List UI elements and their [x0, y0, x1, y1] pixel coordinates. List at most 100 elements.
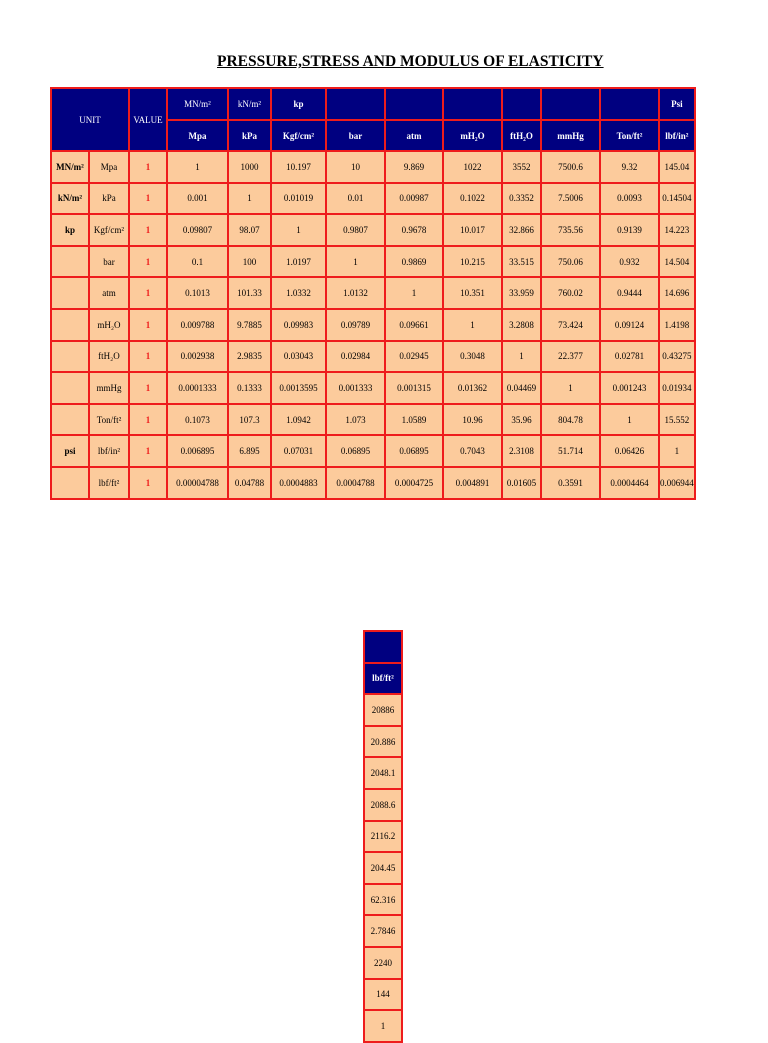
table-cell: 51.714 — [540, 434, 601, 468]
row-group-label — [50, 244, 90, 279]
table-row: 62.316 — [363, 882, 403, 917]
lbf-ft2-column-table: lbf/ft² 20886 20.886 2048.1 2088.6 2116.2 204… — [363, 630, 403, 1043]
table-row: 2116.2 — [363, 819, 403, 854]
table-cell: 20886 — [363, 693, 403, 727]
table-cell: 7.5006 — [540, 181, 601, 216]
col-unit-header: mH₂O — [442, 119, 503, 152]
row-unit-label: lbf/ft² — [88, 465, 130, 500]
row-unit-label: mmHg — [88, 371, 130, 405]
table-cell: 0.03043 — [270, 339, 327, 374]
row-unit-label: Kgf/cm² — [88, 213, 130, 247]
table-cell: 1 — [325, 244, 386, 279]
lbf-ft2-header: lbf/ft² — [363, 661, 403, 696]
table-cell: 1.0197 — [270, 244, 327, 279]
table-cell: 0.06895 — [325, 434, 386, 468]
col-unit-header: Kgf/cm² — [270, 119, 327, 152]
table-cell: 9.869 — [384, 150, 444, 184]
table-cell: 0.001333 — [325, 371, 386, 405]
table-cell: 2088.6 — [363, 787, 403, 822]
table-cell: 0.006944 — [658, 465, 696, 500]
row-value: 1 — [128, 339, 168, 374]
table-cell: 0.004891 — [442, 465, 503, 500]
table-cell: 98.07 — [227, 213, 272, 247]
row-value: 1 — [128, 244, 168, 279]
table-row: mH₂O 1 0.009788 9.7885 0.09983 0.09789 0.09661… — [50, 307, 696, 342]
table-cell: 0.02984 — [325, 339, 386, 374]
table-cell: 0.9869 — [384, 244, 444, 279]
table-cell: 2.9835 — [227, 339, 272, 374]
table-cell: 33.959 — [501, 276, 542, 310]
table-cell: 0.0004725 — [384, 465, 444, 500]
table-cell: 2240 — [363, 945, 403, 980]
table-row: 2240 — [363, 945, 403, 980]
row-group-label: kN/m² — [50, 181, 90, 216]
table-cell: 0.001243 — [599, 371, 660, 405]
row-unit-label: bar — [88, 244, 130, 279]
conversion-table: UNIT VALUE MN/m² kN/m² kp Psi Mpa kPa Kg… — [50, 87, 696, 500]
table-row: 20886 — [363, 693, 403, 727]
table-cell: 0.001 — [166, 181, 229, 216]
lbf-ft2-top-header — [363, 630, 403, 664]
col-top-header — [384, 87, 444, 121]
table-cell: 1000 — [227, 150, 272, 184]
table-row: atm 1 0.1013 101.33 1.0332 1.0132 1 10.351 33.95… — [50, 276, 696, 310]
table-cell: 0.00004788 — [166, 465, 229, 500]
table-cell: 145.04 — [658, 150, 696, 184]
row-unit-label: ftH₂O — [88, 339, 130, 374]
table-cell: 1 — [442, 307, 503, 342]
table-row: bar 1 0.1 100 1.0197 1 0.9869 10.215 33.515 750.0… — [50, 244, 696, 279]
table-cell: 735.56 — [540, 213, 601, 247]
table-cell: 204.45 — [363, 851, 403, 885]
row-unit-label: mH₂O — [88, 307, 130, 342]
table-cell: 804.78 — [540, 402, 601, 437]
table-cell: 0.06895 — [384, 434, 444, 468]
row-value: 1 — [128, 181, 168, 216]
table-cell: 10.197 — [270, 150, 327, 184]
header-row-bottom: Mpa kPa Kgf/cm² bar atm mH₂O ftH₂O mmHg … — [51, 119, 696, 152]
table-cell: 0.9139 — [599, 213, 660, 247]
col-unit-header: lbf/in² — [658, 119, 696, 152]
table-cell: 0.3352 — [501, 181, 542, 216]
table-cell: 107.3 — [227, 402, 272, 437]
table-cell: 0.1333 — [227, 371, 272, 405]
table-cell: 0.0093 — [599, 181, 660, 216]
table-cell: 0.01019 — [270, 181, 327, 216]
row-value: 1 — [128, 402, 168, 437]
row-group-label — [50, 307, 90, 342]
col-unit-header: bar — [325, 119, 386, 152]
page-title: PRESSURE,STRESS AND MODULUS OF ELASTICIT… — [217, 53, 604, 70]
unit-header: UNIT — [50, 87, 130, 152]
table-cell: 0.0001333 — [166, 371, 229, 405]
col-unit-header: kPa — [227, 119, 272, 152]
table-cell: 0.001315 — [384, 371, 444, 405]
row-group-label — [50, 339, 90, 374]
table-cell: 1 — [363, 1009, 403, 1043]
table-cell: 0.002938 — [166, 339, 229, 374]
table-cell: 2116.2 — [363, 819, 403, 854]
table-cell: 1.0942 — [270, 402, 327, 437]
table-cell: 0.932 — [599, 244, 660, 279]
table-cell: 0.04788 — [227, 465, 272, 500]
row-group-label: psi — [50, 434, 90, 468]
col-top-header — [325, 87, 386, 121]
table-cell: 0.04469 — [501, 371, 542, 405]
row-group-label — [50, 465, 90, 500]
col-top-header — [442, 87, 503, 121]
table-cell: 35.96 — [501, 402, 542, 437]
table-cell: 0.1022 — [442, 181, 503, 216]
table-cell: 2.3108 — [501, 434, 542, 468]
table-cell: 101.33 — [227, 276, 272, 310]
table-row: 2048.1 — [363, 756, 403, 790]
table-cell: 20.886 — [363, 724, 403, 759]
table-cell: 32.866 — [501, 213, 542, 247]
table-cell: 14.223 — [658, 213, 696, 247]
row-unit-label: Mpa — [88, 150, 130, 184]
table-cell: 1.4198 — [658, 307, 696, 342]
col-top-header: kp — [270, 87, 327, 121]
table-cell: 760.02 — [540, 276, 601, 310]
table-cell: 0.9678 — [384, 213, 444, 247]
table-row: lbf/ft² 1 0.00004788 0.04788 0.0004883 0.0004… — [50, 465, 696, 500]
table-cell: 144 — [363, 977, 403, 1012]
col-unit-header: ftH₂O — [501, 119, 542, 152]
table-cell: 0.02781 — [599, 339, 660, 374]
